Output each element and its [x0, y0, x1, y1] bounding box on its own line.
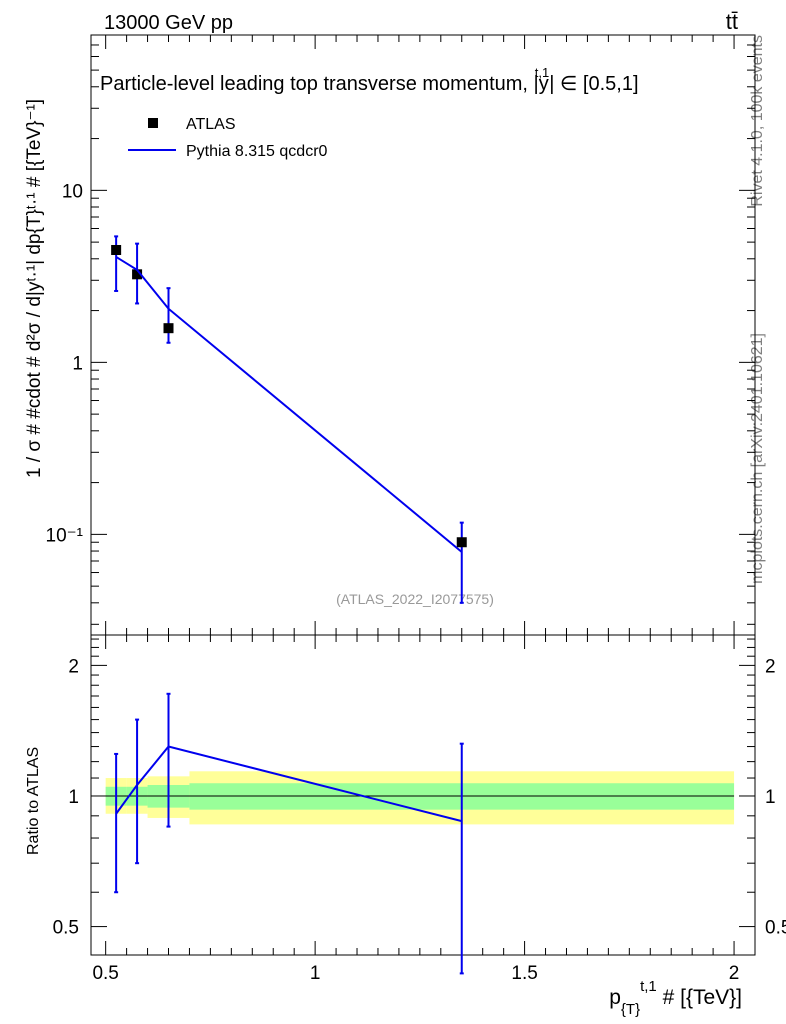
main-y-axis-label: 1 / σ # #cdot # d²σ / d|yᵗ·¹| dp{T}ᵗ·¹ #… — [24, 99, 45, 478]
analysis-watermark: (ATLAS_2022_I2077575) — [336, 591, 494, 607]
x-tick-label-1.5: 1.5 — [511, 963, 537, 984]
ratio-plot-frame — [90, 634, 756, 956]
ratio-data-layer — [114, 692, 464, 975]
atlas-point-3 — [456, 537, 467, 548]
ratio-uncertainty-bands — [105, 771, 735, 825]
main-data-layer — [111, 235, 467, 604]
x-axis-label: p{T}t,1 # [{TeV}] — [609, 978, 742, 1018]
legend-label-atlas: ATLAS — [186, 116, 236, 133]
ratio-y-tick-label-1: 1 — [68, 787, 79, 808]
atlas-point-1 — [132, 269, 143, 280]
axis-ticks — [91, 34, 756, 955]
plot-title-main: Particle-level leading top transverse mo… — [100, 73, 539, 95]
x-axis-label-main: p — [609, 986, 621, 1009]
x-tick-label-0.5: 0.5 — [92, 963, 118, 984]
ratio-y-tick-label-right-1: 1 — [765, 787, 776, 808]
ratio-y-tick-label-right-2: 2 — [765, 656, 776, 677]
legend-label-pythia: Pythia 8.315 qcdcr0 — [186, 143, 328, 160]
x-axis-label-sup: t,1 — [640, 978, 657, 995]
plot-title-sup: t,1 — [535, 65, 549, 80]
pythia-line — [115, 256, 463, 553]
energy-label: 13000 GeV pp — [104, 12, 233, 34]
x-axis-label-tail: # [{TeV}] — [657, 986, 742, 1009]
x-tick-label-2: 2 — [729, 963, 740, 984]
plot-title-y: y — [539, 73, 549, 95]
plot-title-tail: | ∈ [0.5,1] — [549, 73, 638, 95]
ratio-pythia-line — [115, 745, 462, 823]
ratio-y-tick-label-0.5: 0.5 — [53, 918, 79, 939]
plot-title: Particle-level leading top transverse mo… — [100, 65, 639, 95]
ratio-y-tick-label-right-0.5: 0.5 — [765, 918, 786, 939]
atlas-point-2 — [163, 323, 174, 334]
atlas-point-0 — [111, 244, 122, 255]
ratio-y-axis-label: Ratio to ATLAS — [25, 747, 42, 855]
legend-marker-atlas — [148, 118, 158, 128]
x-axis-label-sub: {T} — [621, 1001, 640, 1018]
main-y-tick-label-0.1: 10⁻¹ — [46, 525, 84, 546]
ratio-y-tick-label-2: 2 — [68, 656, 79, 677]
x-tick-label-1: 1 — [310, 963, 321, 984]
main-y-tick-label-1: 1 — [72, 353, 83, 374]
process-label: tt̄ — [726, 9, 738, 34]
main-y-tick-label-10: 10 — [62, 181, 83, 202]
rivet-label: Rivet 4.1.0, 100k events — [749, 35, 766, 207]
mcplots-label: mcplots.cern.ch [arXiv:2401.10621] — [749, 333, 766, 584]
